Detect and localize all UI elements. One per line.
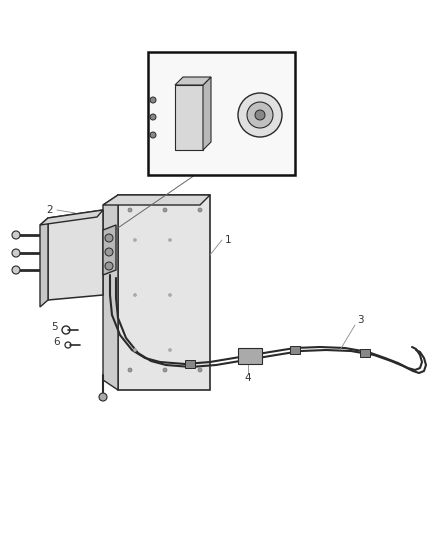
Circle shape — [169, 349, 172, 351]
Circle shape — [128, 368, 132, 372]
Circle shape — [169, 294, 172, 296]
Polygon shape — [40, 210, 103, 225]
Circle shape — [150, 97, 156, 103]
Polygon shape — [203, 77, 211, 150]
Circle shape — [247, 102, 273, 128]
Circle shape — [134, 349, 137, 351]
Polygon shape — [175, 77, 211, 85]
Circle shape — [150, 114, 156, 120]
Text: 7: 7 — [152, 80, 158, 90]
Bar — [148, 52, 295, 175]
Circle shape — [169, 238, 172, 241]
Text: 5: 5 — [52, 322, 58, 332]
Text: 6: 6 — [54, 337, 60, 347]
Polygon shape — [103, 225, 116, 275]
Text: 8: 8 — [187, 163, 193, 173]
Circle shape — [105, 262, 113, 270]
Text: 9: 9 — [245, 163, 251, 173]
Circle shape — [128, 208, 132, 212]
Text: 4: 4 — [245, 373, 251, 383]
Text: 7: 7 — [162, 85, 168, 95]
Bar — [290, 346, 300, 354]
Polygon shape — [103, 195, 118, 390]
Bar — [238, 348, 262, 364]
Circle shape — [238, 93, 282, 137]
Circle shape — [134, 294, 137, 296]
Bar — [360, 349, 370, 357]
Circle shape — [134, 238, 137, 241]
Circle shape — [198, 368, 202, 372]
Polygon shape — [40, 218, 48, 307]
Circle shape — [198, 208, 202, 212]
Circle shape — [105, 248, 113, 256]
Circle shape — [12, 231, 20, 239]
Polygon shape — [103, 195, 210, 205]
Polygon shape — [118, 195, 210, 390]
Polygon shape — [48, 210, 103, 300]
Circle shape — [163, 208, 167, 212]
Text: 2: 2 — [47, 205, 53, 215]
Circle shape — [12, 249, 20, 257]
Text: 3: 3 — [357, 315, 363, 325]
Circle shape — [105, 234, 113, 242]
Circle shape — [150, 132, 156, 138]
Circle shape — [99, 393, 107, 401]
Circle shape — [12, 266, 20, 274]
Bar — [185, 360, 195, 368]
Circle shape — [163, 368, 167, 372]
Polygon shape — [175, 85, 203, 150]
Text: 1: 1 — [225, 235, 231, 245]
Circle shape — [255, 110, 265, 120]
